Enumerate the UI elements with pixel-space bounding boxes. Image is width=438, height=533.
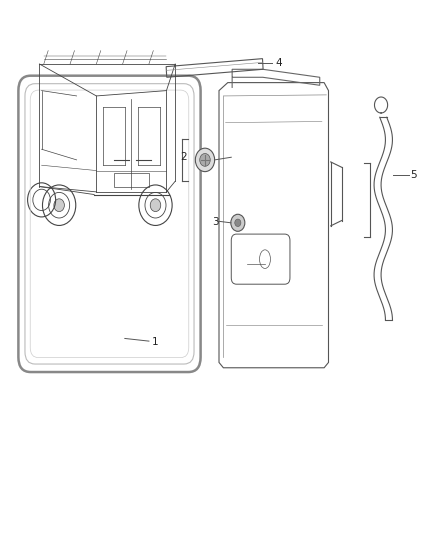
Text: 2: 2 [180,152,187,161]
Text: 1: 1 [152,337,159,347]
Bar [114,173,149,187]
Circle shape [195,148,215,172]
Text: 4: 4 [276,58,283,68]
Text: 5: 5 [410,170,417,180]
Text: 3: 3 [212,217,219,227]
Circle shape [235,219,241,227]
Circle shape [150,199,161,212]
Circle shape [200,154,210,166]
Circle shape [54,199,64,212]
Circle shape [231,214,245,231]
